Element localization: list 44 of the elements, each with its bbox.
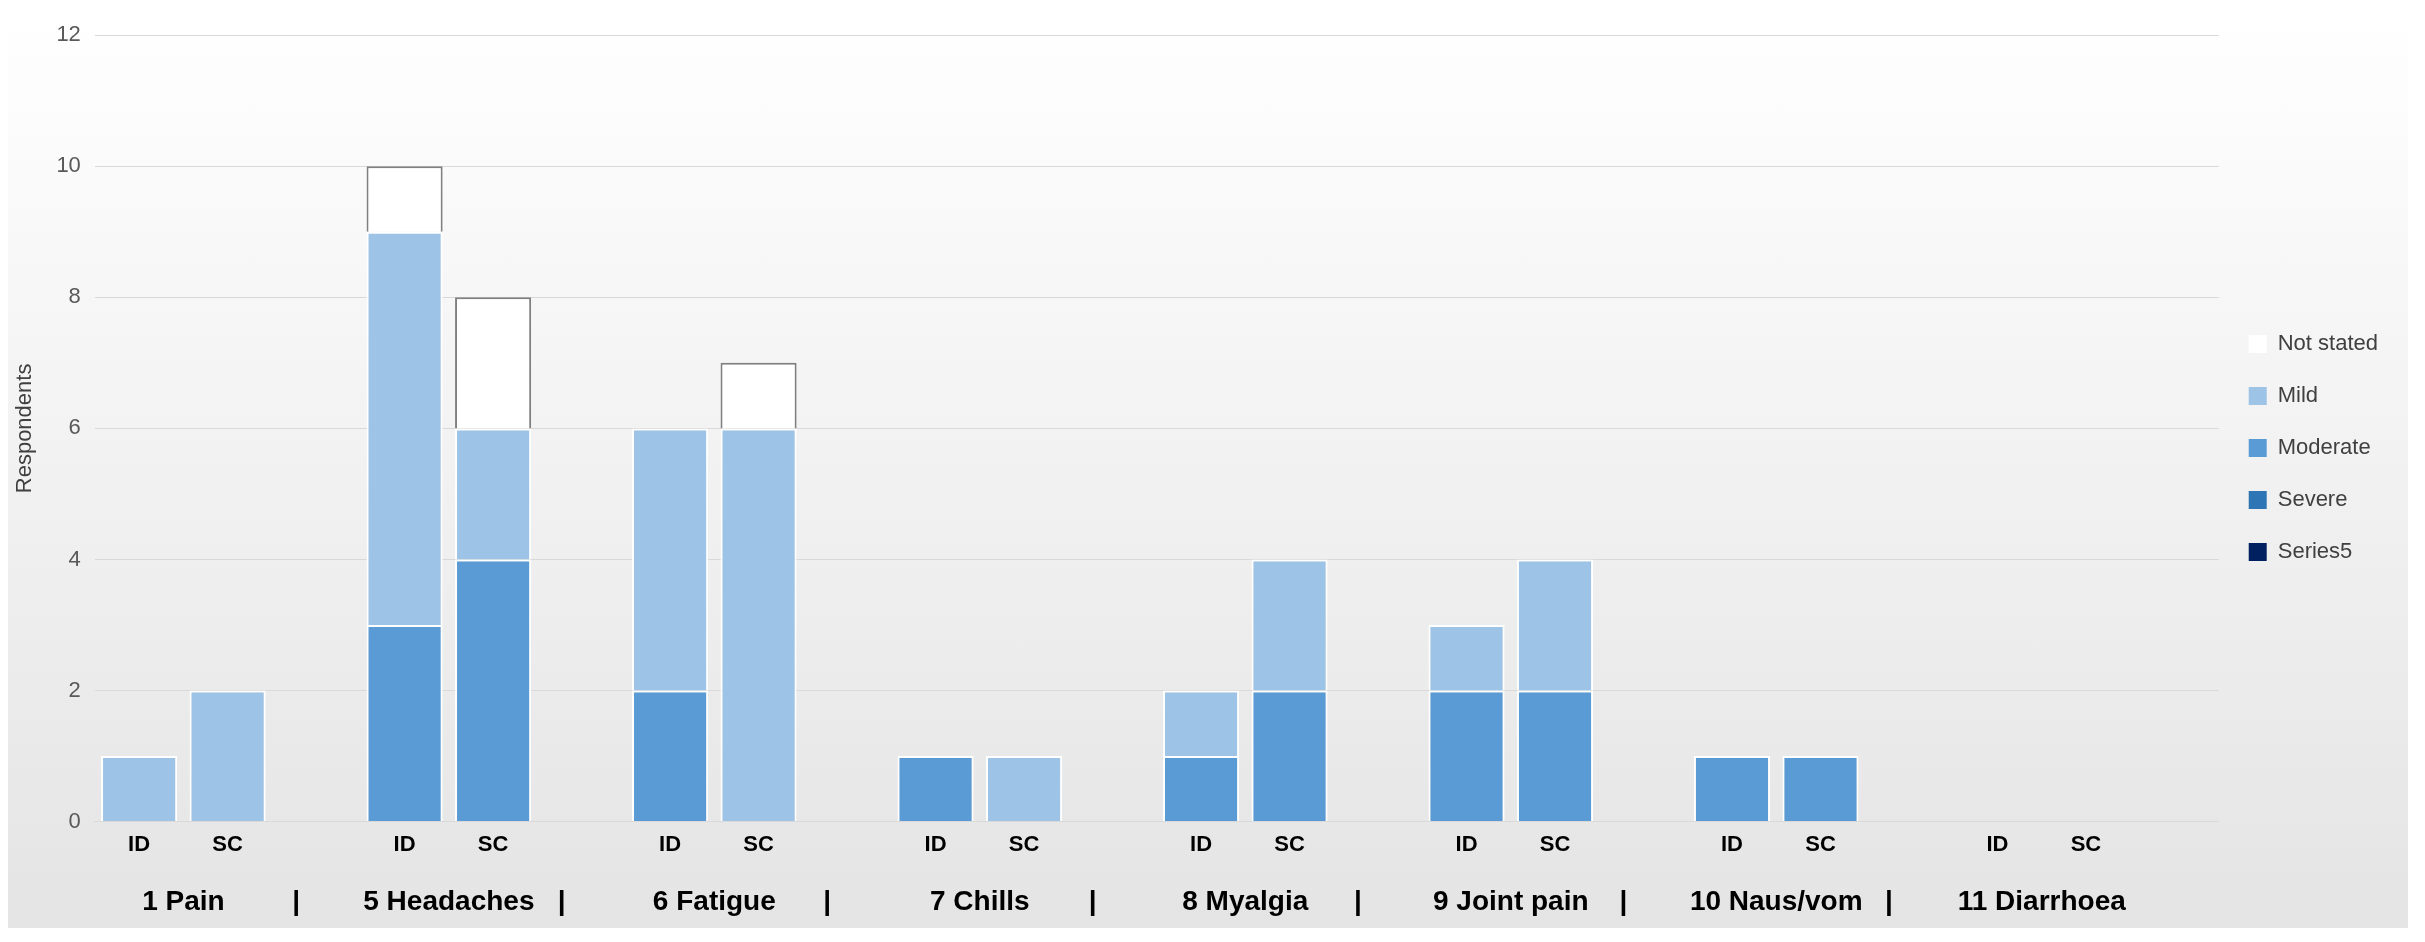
text: 5 Headaches (363, 884, 535, 916)
x-tick-label: SC (1539, 830, 1571, 856)
legend-label: Moderate (2277, 434, 2371, 460)
x-tick-label: ID (1455, 830, 1478, 856)
y-tick-label: 10 (56, 152, 81, 178)
text: | (1088, 884, 1097, 916)
text: 9 Joint pain (1432, 884, 1589, 916)
x-tick-label: SC (2070, 830, 2102, 856)
x-tick-label: SC (743, 830, 774, 856)
x-tick-label: ID (393, 830, 416, 856)
text: 6 Fatigue (652, 884, 776, 916)
x-tick-label: ID (1721, 830, 1744, 856)
text: | (557, 884, 566, 916)
x-tick-label: ID (924, 830, 947, 856)
text: | (292, 884, 301, 916)
x-tick-label: ID (1190, 830, 1213, 856)
text: | (1619, 884, 1628, 916)
x-tick-label: SC (1274, 830, 1305, 856)
y-tick-label: 12 (56, 21, 81, 47)
y-tick-label: 0 (68, 807, 81, 833)
x-tick-label: ID (659, 830, 682, 856)
x-tick-label: SC (1805, 830, 1836, 856)
text: | (1354, 884, 1362, 916)
text: 1 Pain (142, 884, 225, 916)
legend-label: Severe (2277, 486, 2348, 512)
y-tick-label: 8 (68, 283, 81, 309)
text: 8 Myalgia (1182, 884, 1309, 916)
text: | (1885, 884, 1893, 916)
y-tick-label: 2 (68, 676, 81, 702)
text: 10 Naus/vom (1689, 884, 1863, 916)
text: 7 Chills (930, 884, 1030, 916)
y-axis-title: Respondents (11, 363, 37, 494)
text: | (823, 884, 831, 916)
y-tick-label: 4 (68, 545, 81, 571)
x-tick-label: ID (128, 830, 151, 856)
x-tick-label: SC (477, 830, 509, 856)
x-tick-label: SC (212, 830, 243, 856)
x-tick-label: ID (1986, 830, 2009, 856)
y-tick-label: 6 (68, 414, 81, 440)
legend-label: Mild (2277, 382, 2319, 408)
text: 11 Diarrhoea (1957, 884, 2127, 916)
x-tick-label: SC (1008, 830, 1040, 856)
legend-label: Not stated (2277, 330, 2378, 356)
legend-label: Series5 (2277, 538, 2353, 564)
